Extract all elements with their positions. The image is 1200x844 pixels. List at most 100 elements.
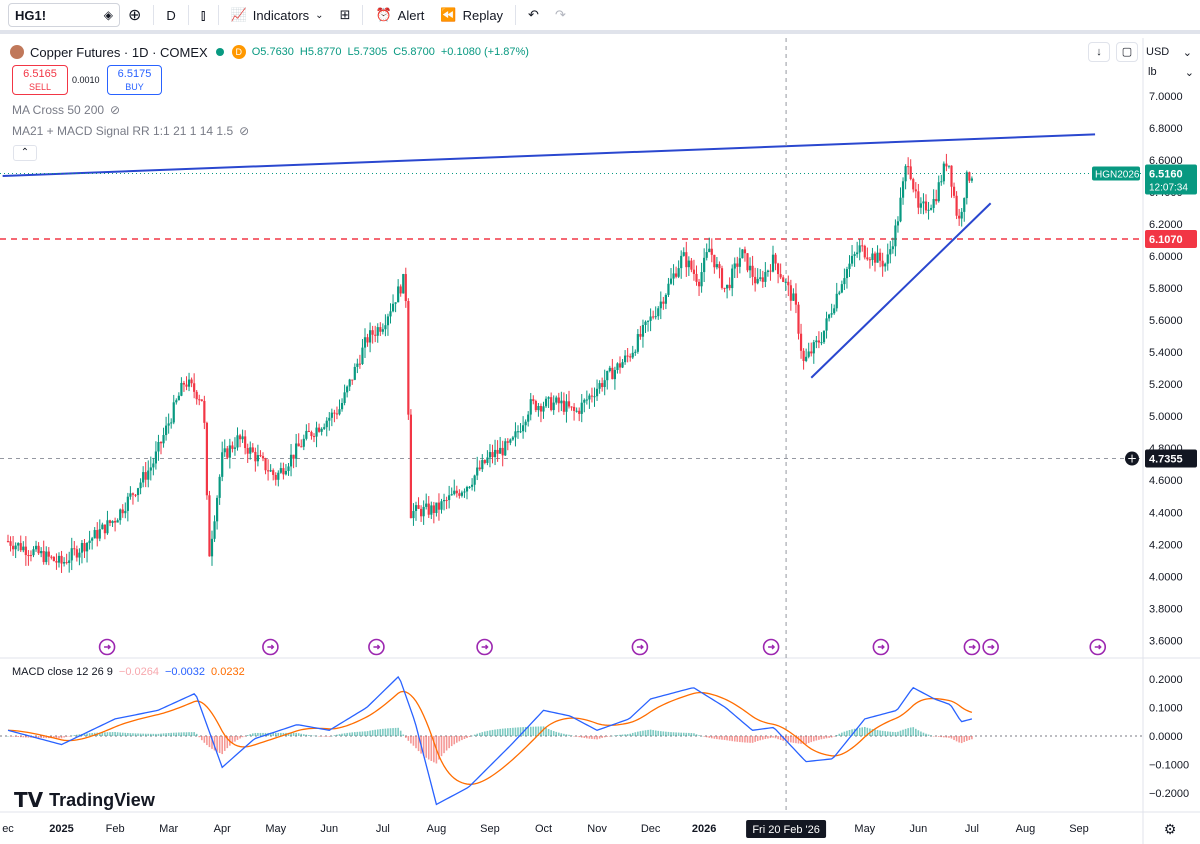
- candle-body: [119, 509, 122, 521]
- candle-body: [338, 409, 341, 415]
- candle-body: [894, 225, 897, 247]
- macd-histogram-bar: [496, 729, 499, 736]
- indicator-ma21-macd[interactable]: MA21 + MACD Signal RR 1:1 21 1 14 1.5 ⊘: [12, 124, 249, 138]
- undo-button[interactable]: ↶: [520, 1, 547, 29]
- macd-histogram-bar: [547, 729, 550, 736]
- download-button[interactable]: ↓: [1088, 42, 1110, 62]
- candle-body: [330, 412, 333, 418]
- gear-icon[interactable]: ⚙: [1164, 822, 1177, 838]
- macd-histogram-bar: [468, 736, 471, 737]
- chevron-down-icon: ⌄: [315, 9, 324, 21]
- candle-body: [295, 443, 298, 459]
- macd-histogram-bar: [361, 731, 364, 736]
- buy-button[interactable]: 6.5175 BUY: [107, 65, 162, 95]
- macd-histogram-bar: [688, 732, 690, 736]
- tradingview-logo[interactable]: 𝗧𝗩 TradingView: [14, 788, 155, 813]
- macd-histogram-bar: [116, 732, 119, 736]
- indicators-button[interactable]: 📈 Indicators ⌄: [223, 1, 332, 29]
- candle-body: [598, 383, 601, 389]
- candle-body: [65, 562, 68, 564]
- candle-body: [629, 356, 632, 358]
- candle-body: [532, 399, 535, 402]
- diamond-icon[interactable]: ◈: [103, 8, 113, 22]
- macd-histogram-bar: [848, 730, 851, 736]
- replay-button[interactable]: ⏪ Replay: [432, 1, 511, 29]
- macd-histogram-bar: [966, 736, 968, 741]
- candle-body: [896, 221, 900, 226]
- eye-hidden-icon[interactable]: ⊘: [239, 124, 250, 138]
- candle-body: [473, 475, 476, 485]
- macd-histogram-bar: [42, 736, 45, 739]
- sell-button[interactable]: 6.5165 SELL: [12, 65, 68, 95]
- candle-body: [759, 277, 762, 279]
- macd-histogram-bar: [68, 736, 70, 737]
- macd-histogram-bar: [124, 732, 127, 736]
- macd-histogram-bar: [461, 736, 463, 741]
- chart-type-button[interactable]: ⫾: [193, 1, 214, 29]
- macd-histogram-bar: [405, 736, 407, 738]
- macd-histogram-bar: [843, 731, 846, 736]
- macd-histogram-bar: [767, 736, 769, 739]
- macd-histogram-bar: [132, 733, 134, 736]
- candle-body: [664, 294, 667, 304]
- macd-histogram-bar: [180, 732, 183, 736]
- candle-body: [440, 501, 443, 510]
- undo-icon: ↶: [528, 7, 539, 22]
- candle-body: [562, 400, 565, 412]
- alert-button[interactable]: ⏰ Alert: [367, 1, 432, 29]
- candle-body: [552, 402, 555, 411]
- candle-body: [912, 179, 915, 190]
- price-axis[interactable]: 7.00006.80006.60006.40006.20006.00005.80…: [1149, 91, 1183, 647]
- arrow-right-icon: [373, 644, 381, 650]
- candle-body: [789, 285, 792, 301]
- macd-histogram-bar: [698, 735, 700, 736]
- candle-body: [83, 542, 86, 552]
- event-markers[interactable]: [98, 638, 1107, 656]
- interval-button[interactable]: D: [158, 1, 183, 29]
- macd-histogram-bar: [787, 736, 790, 742]
- candle-body: [593, 396, 596, 398]
- macd-histogram-bar: [649, 729, 652, 736]
- arrow-right-icon: [267, 644, 275, 650]
- collapse-legend-button[interactable]: ⌃: [13, 145, 37, 161]
- macd-histogram-bar: [731, 736, 733, 742]
- macd-histogram-bar: [639, 731, 642, 736]
- indicator-ma-cross[interactable]: MA Cross 50 200 ⊘: [12, 103, 120, 117]
- macd-legend[interactable]: MACD close 12 26 9 −0.0264 −0.0032 0.023…: [12, 666, 245, 678]
- unit-select[interactable]: lb ⌄: [1146, 66, 1196, 79]
- compare-button[interactable]: ⊕: [120, 1, 149, 29]
- macd-histogram-bar: [499, 728, 501, 736]
- candle-body: [784, 281, 787, 283]
- macd-histogram-bar: [221, 736, 223, 755]
- macd-histogram-bar: [542, 726, 545, 736]
- symbol-search[interactable]: HG1! ◈: [8, 3, 120, 27]
- macd-signal-line: [7, 690, 973, 785]
- redo-button[interactable]: ↷: [547, 1, 574, 29]
- macd-histogram-bar: [634, 732, 637, 736]
- candle-body: [282, 468, 285, 475]
- candle-body: [420, 508, 423, 517]
- time-tick-label: Aug: [1016, 823, 1036, 835]
- fullscreen-button[interactable]: ▢: [1116, 42, 1138, 62]
- macd-histogram-bar: [287, 732, 290, 736]
- price-tick-label: 6.2000: [1149, 219, 1183, 231]
- macd-histogram-bar: [111, 732, 114, 736]
- macd-histogram-bar: [751, 736, 754, 743]
- candle-body: [407, 301, 410, 415]
- candle-body: [516, 431, 520, 433]
- candle-body: [560, 400, 563, 404]
- candle-body: [618, 363, 622, 368]
- eye-hidden-icon[interactable]: ⊘: [110, 103, 121, 117]
- macd-histogram-bar: [142, 733, 144, 736]
- macd-histogram-bar: [652, 730, 654, 736]
- layouts-button[interactable]: ⊞: [332, 1, 359, 29]
- series-title[interactable]: Copper Futures · 1D · COMEX: [30, 44, 208, 60]
- candle-body: [300, 446, 303, 448]
- last-price-bg: [1145, 164, 1197, 195]
- time-axis[interactable]: ec 2025 Feb Mar Apr May Jun Jul Aug Sep Oct Nov Dec 2…: [2, 823, 1089, 835]
- candle-body: [509, 439, 512, 443]
- candle-body: [731, 268, 734, 289]
- price-tick-label: 5.6000: [1149, 315, 1183, 327]
- currency-select[interactable]: USD ⌄: [1144, 46, 1194, 59]
